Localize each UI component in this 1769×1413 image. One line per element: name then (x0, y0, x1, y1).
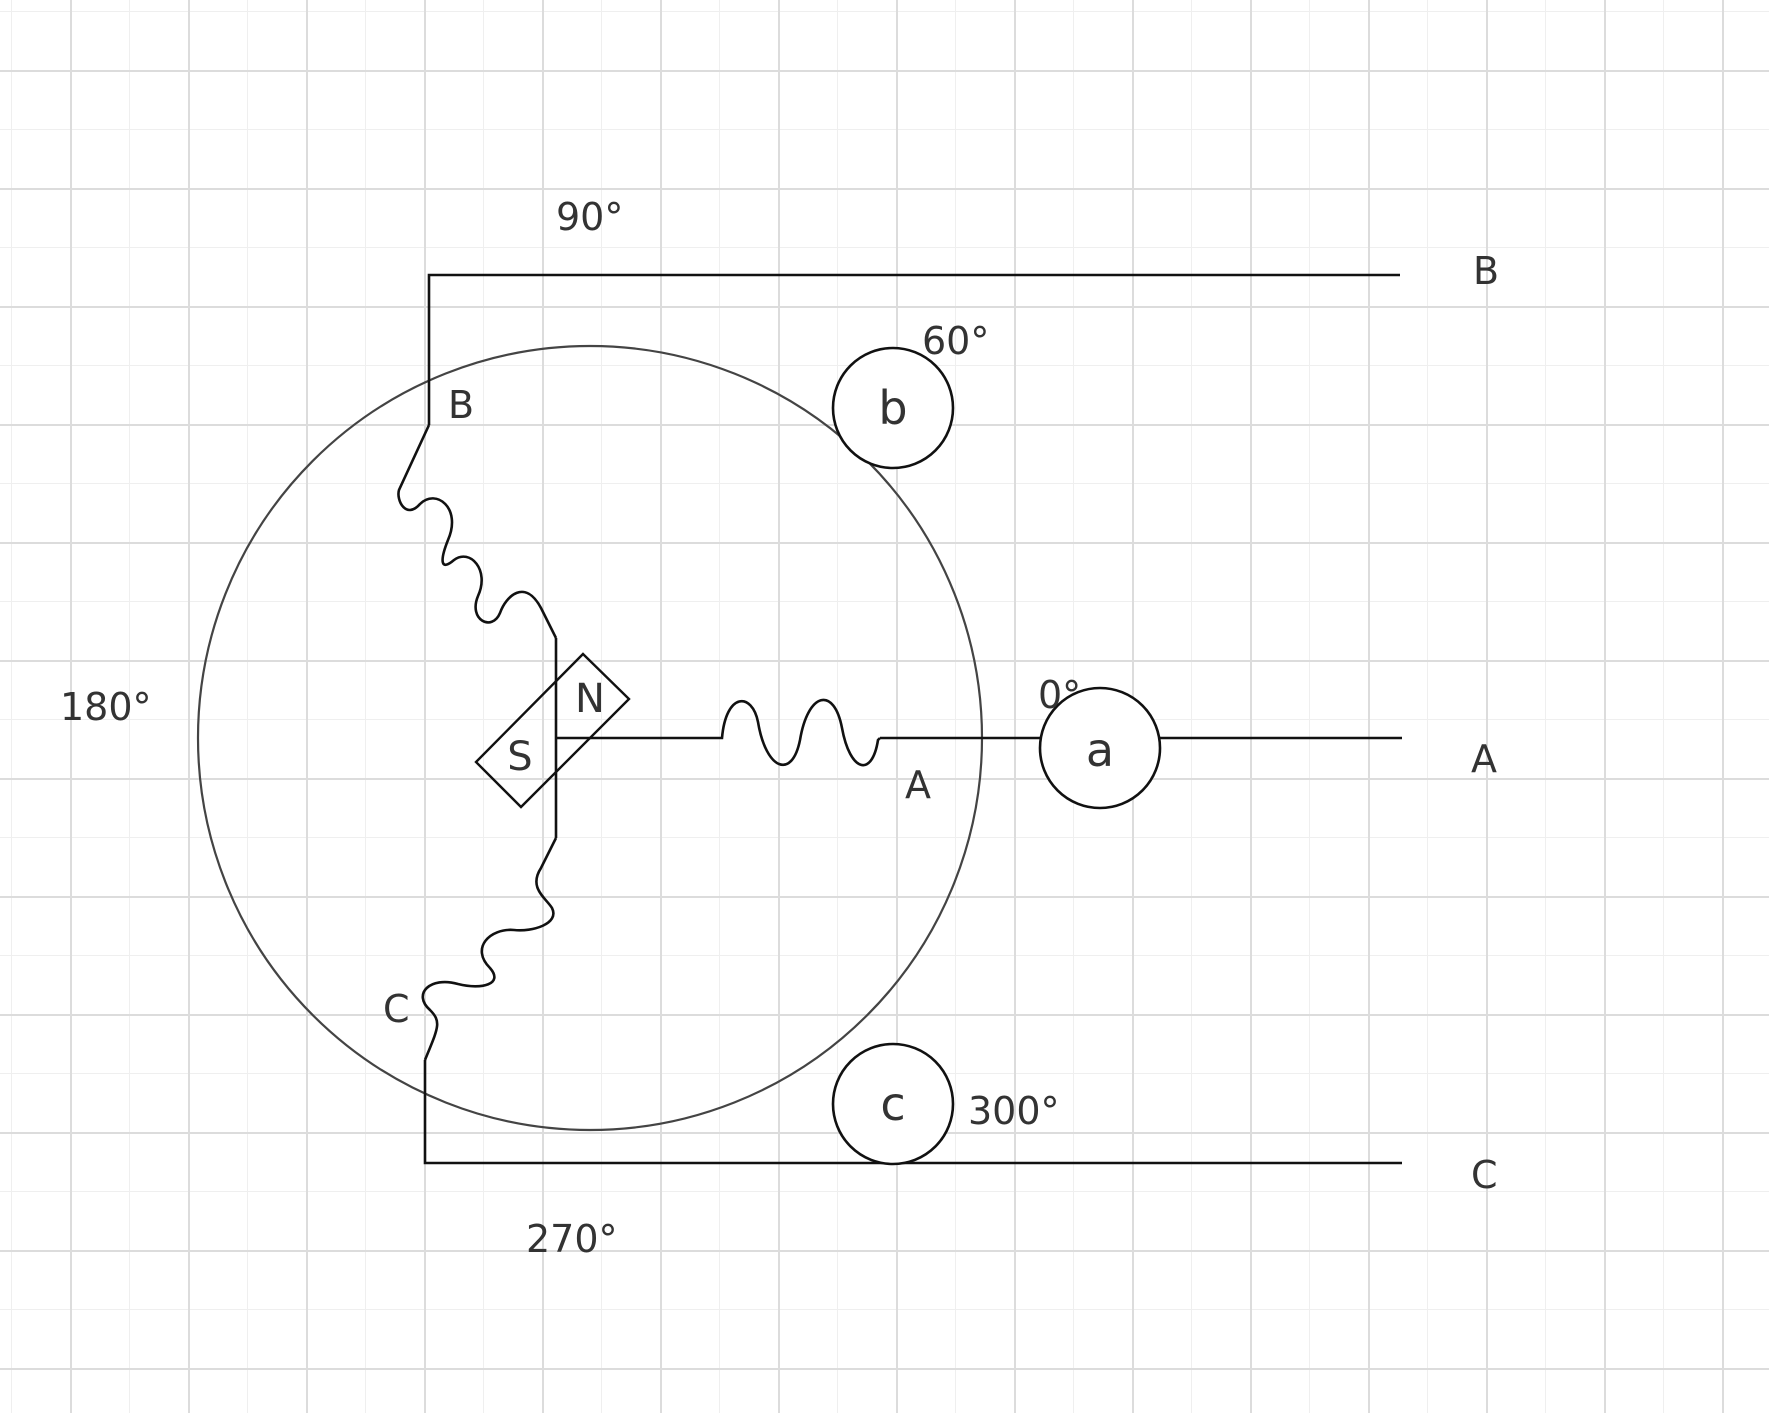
winding-c-terminal-label: C (383, 987, 410, 1031)
rotor-south-label: S (507, 734, 532, 780)
hall-sensor-c (831, 1042, 955, 1166)
winding-b-coil (397, 424, 558, 639)
rotor-north-label: N (575, 676, 605, 722)
phase-a-line-label: A (1471, 737, 1497, 781)
angle-60-label: 60° (922, 319, 989, 363)
hall-sensor-c-label: c (880, 1077, 905, 1131)
angle-0-label: 0° (1038, 673, 1081, 717)
phase-c-line-label: C (1471, 1153, 1498, 1197)
angle-270-label: 270° (526, 1217, 618, 1261)
rotor-magnet (474, 652, 631, 809)
phase-b-line-label: B (1473, 249, 1499, 293)
angle-300-label: 300° (968, 1089, 1060, 1133)
hall-sensor-a-label: a (1086, 723, 1114, 777)
hall-sensor-a (1038, 686, 1162, 810)
winding-a-coil (672, 698, 881, 767)
angle-180-label: 180° (60, 685, 152, 729)
angle-90-label: 90° (556, 195, 623, 239)
phase-b-wire (427, 273, 1400, 425)
winding-b-terminal-label: B (448, 383, 474, 427)
hall-sensor-b (831, 346, 955, 470)
hall-sensor-b-label: b (878, 381, 907, 435)
winding-a-terminal-label: A (905, 763, 931, 807)
winding-c-coil (421, 837, 558, 1061)
phase-c-wire (423, 1060, 1402, 1165)
